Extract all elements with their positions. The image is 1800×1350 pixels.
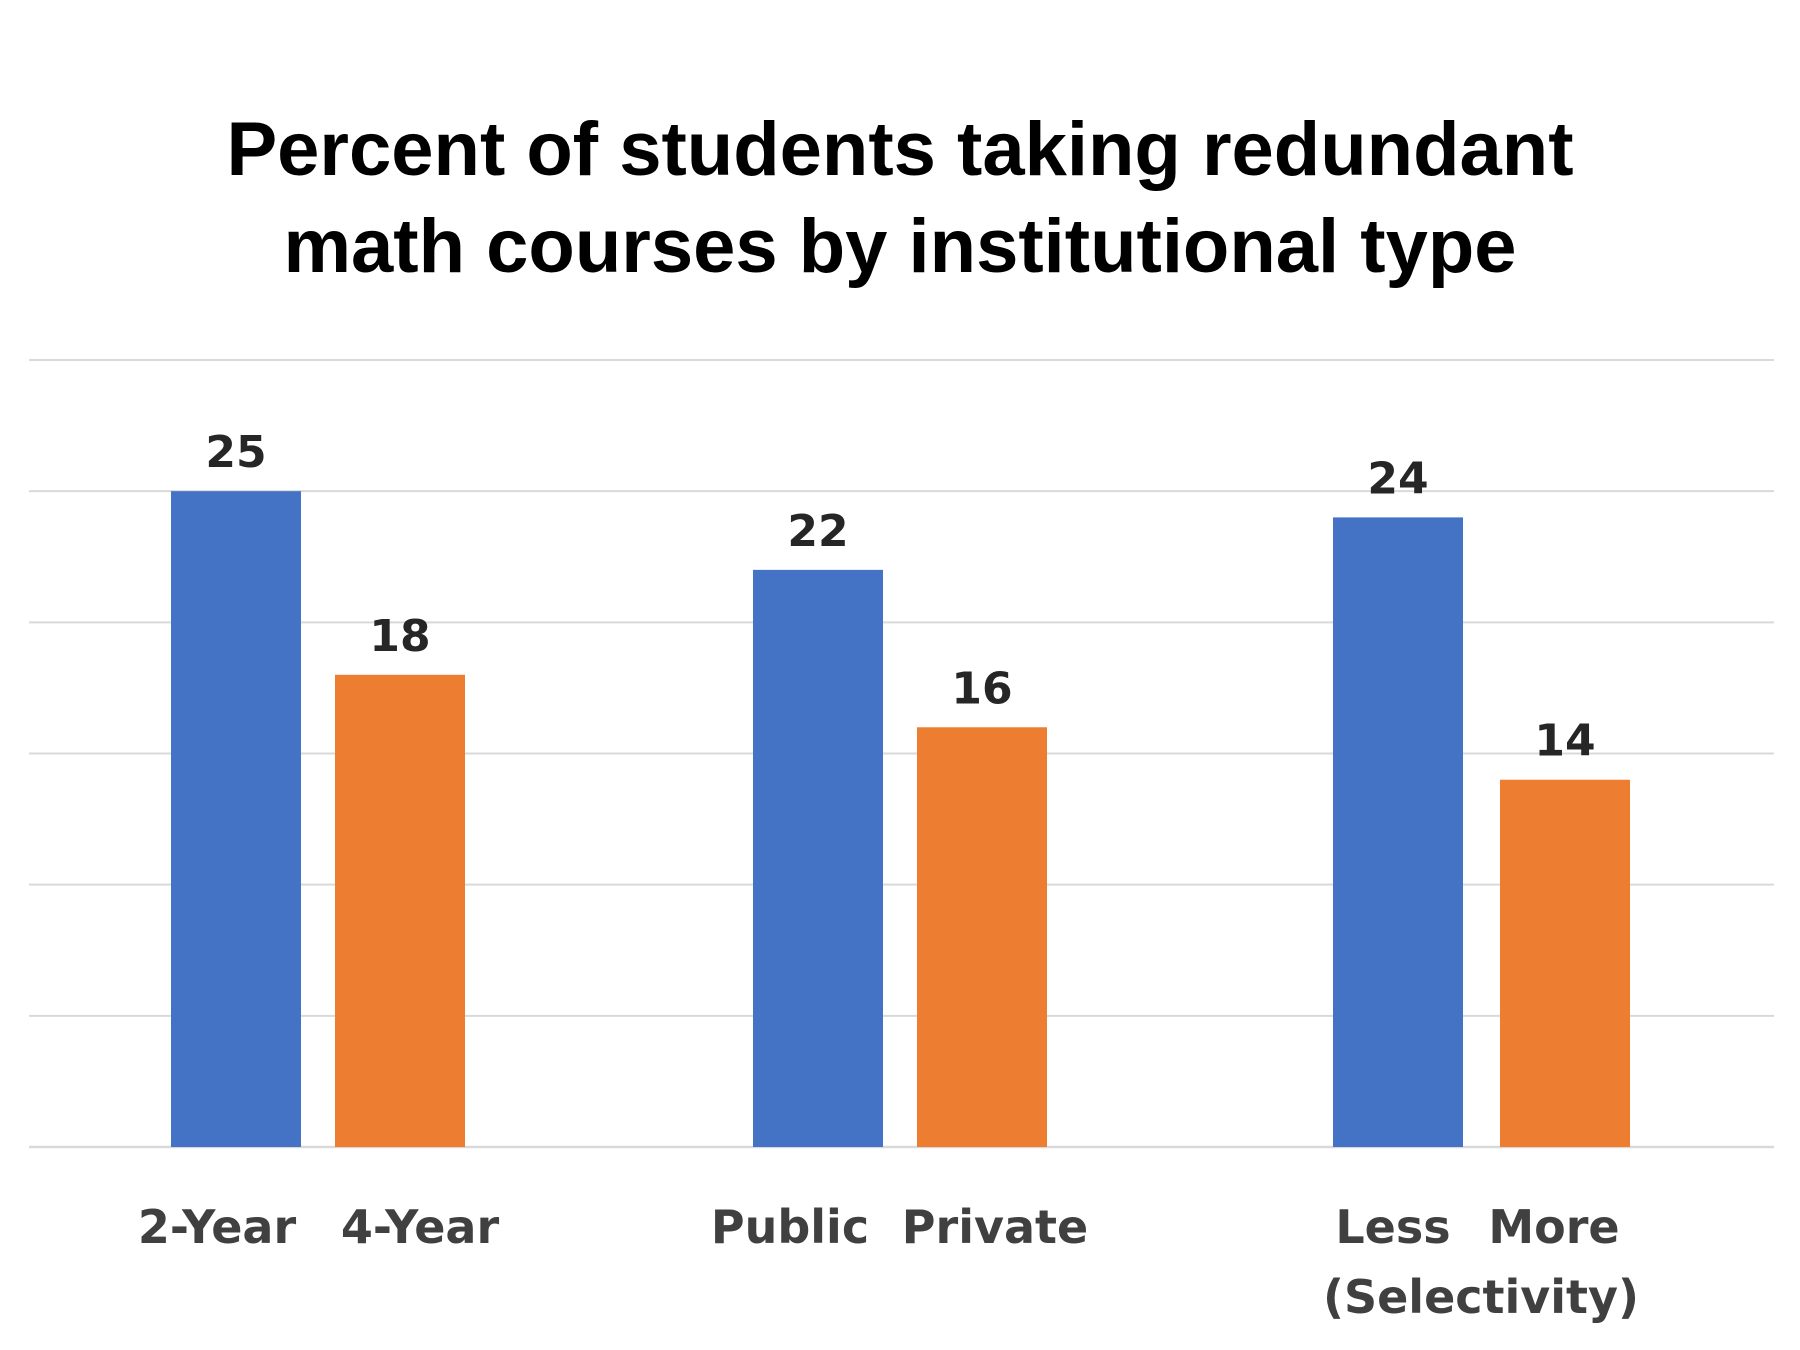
bar-private bbox=[917, 727, 1047, 1147]
category-label: More bbox=[1488, 1200, 1619, 1254]
category-label: 2-Year bbox=[138, 1200, 297, 1254]
bars bbox=[171, 491, 1630, 1148]
category-label: Private bbox=[902, 1200, 1088, 1254]
data-label: 16 bbox=[951, 663, 1012, 714]
category-label: Public bbox=[711, 1200, 869, 1254]
data-labels: 25 18 22 16 24 14 bbox=[205, 427, 1595, 767]
category-label: 4-Year bbox=[341, 1200, 500, 1254]
data-label: 24 bbox=[1367, 453, 1428, 504]
bar-4-year bbox=[335, 674, 465, 1147]
bar-less bbox=[1333, 517, 1463, 1147]
bar-2-year bbox=[171, 491, 301, 1148]
data-label: 14 bbox=[1534, 716, 1595, 767]
data-label: 18 bbox=[369, 611, 430, 662]
category-labels: 2-Year 4-Year Public Private Less More bbox=[138, 1200, 1620, 1254]
data-label: 22 bbox=[787, 506, 848, 557]
gridlines bbox=[29, 359, 1774, 1149]
chart-title-line-2: math courses by institutional type bbox=[283, 204, 1516, 289]
category-label: Less bbox=[1335, 1200, 1450, 1254]
chart-title-line-1: Percent of students taking redundant bbox=[226, 107, 1573, 192]
group-label-selectivity: (Selectivity) bbox=[1323, 1270, 1639, 1324]
bar-public bbox=[753, 569, 883, 1147]
bar-more bbox=[1500, 779, 1630, 1147]
data-label: 25 bbox=[205, 427, 266, 478]
